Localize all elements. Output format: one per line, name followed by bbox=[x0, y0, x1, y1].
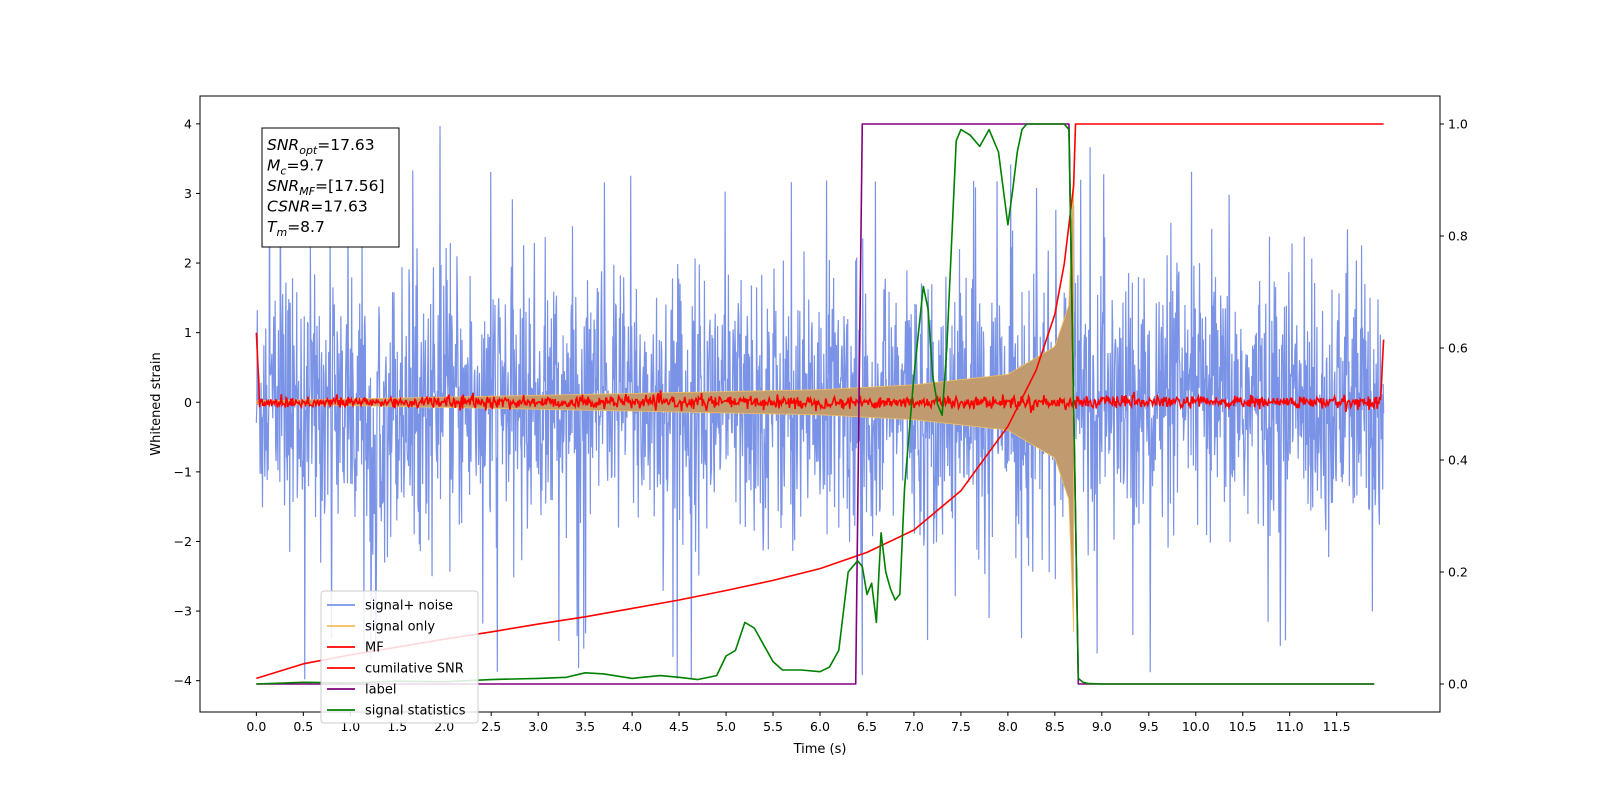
annotation-line: CSNR=17.63 bbox=[267, 198, 368, 216]
legend-label: signal only bbox=[365, 620, 435, 635]
annotation-value: =17.63 bbox=[317, 136, 374, 154]
right-y-tick-label: 0.0 bbox=[1448, 677, 1468, 692]
x-tick-label: 8.5 bbox=[1045, 719, 1065, 734]
annotation-symbol: T bbox=[267, 218, 278, 236]
y-tick-label: 1 bbox=[184, 325, 192, 340]
annotation-symbol: SNR bbox=[267, 136, 299, 154]
annotation-subscript: m bbox=[276, 226, 287, 239]
x-tick-label: 10.5 bbox=[1229, 719, 1257, 734]
signal-statistics-line bbox=[256, 123, 1375, 685]
x-tick-label: 6.5 bbox=[857, 719, 877, 734]
x-tick-label: 7.5 bbox=[951, 719, 971, 734]
mf-series bbox=[255, 332, 1385, 414]
y-tick-label: 4 bbox=[184, 116, 192, 131]
y-tick-label: −4 bbox=[174, 673, 192, 688]
y-axis-label: Whitened strain bbox=[149, 352, 164, 455]
mf-line bbox=[255, 332, 1385, 414]
y-tick-label: 3 bbox=[184, 186, 192, 201]
legend-label: cumilative SNR bbox=[365, 662, 464, 677]
annotation-value: =9.7 bbox=[286, 157, 324, 175]
x-tick-label: 2.5 bbox=[481, 719, 501, 734]
x-tick-label: 5.5 bbox=[763, 719, 783, 734]
right-y-tick-label: 1.0 bbox=[1448, 117, 1468, 132]
annotation-symbol: CSNR bbox=[267, 198, 310, 216]
x-tick-label: 0.5 bbox=[293, 719, 313, 734]
x-tick-label: 5.0 bbox=[716, 719, 736, 734]
x-tick-label: 8.0 bbox=[998, 719, 1018, 734]
annotation-value: =8.7 bbox=[287, 218, 325, 236]
x-tick-label: 9.0 bbox=[1092, 719, 1112, 734]
right-y-tick-label: 0.4 bbox=[1448, 453, 1468, 468]
annotation-frame bbox=[261, 127, 400, 248]
y-tick-label: 0 bbox=[184, 395, 192, 410]
right-y-tick-label: 0.8 bbox=[1448, 229, 1468, 244]
legend-label: signal+ noise bbox=[365, 599, 453, 614]
annotation-subscript: MF bbox=[299, 185, 315, 198]
annotation-box: SNRopt=17.63Mc=9.7SNRMF=[17.56]CSNR=17.6… bbox=[261, 127, 400, 248]
x-tick-label: 11.0 bbox=[1276, 719, 1304, 734]
legend-label: label bbox=[365, 683, 396, 698]
x-axis-label: Time (s) bbox=[793, 742, 847, 757]
x-tick-label: 4.0 bbox=[622, 719, 642, 734]
y-tick-label: −3 bbox=[174, 604, 192, 619]
right-y-tick-label: 0.2 bbox=[1448, 565, 1468, 580]
y-axis-ticks: −4 −3 −2 −1 0 1 2 3 4 bbox=[174, 116, 200, 688]
x-tick-label: 0.0 bbox=[246, 719, 266, 734]
x-tick-label: 10.0 bbox=[1182, 719, 1210, 734]
annotation-line: Tm=8.7 bbox=[267, 218, 325, 239]
x-tick-label: 6.0 bbox=[810, 719, 830, 734]
annotation-line: Mc=9.7 bbox=[267, 157, 324, 178]
annotation-line: SNRopt=17.63 bbox=[267, 136, 375, 157]
x-tick-label: 9.5 bbox=[1139, 719, 1159, 734]
x-tick-label: 3.0 bbox=[528, 719, 548, 734]
legend-label: signal statistics bbox=[365, 704, 466, 719]
x-tick-label: 3.5 bbox=[575, 719, 595, 734]
annotation-symbol: SNR bbox=[267, 177, 299, 195]
annotation-value: =17.63 bbox=[310, 198, 367, 216]
y-tick-label: −1 bbox=[174, 464, 192, 479]
y-tick-label: 2 bbox=[184, 256, 192, 271]
annotation-subscript: opt bbox=[299, 144, 318, 157]
legend: signal+ noise signal only MF cumilative SNR… bbox=[320, 590, 479, 724]
x-tick-label: 11.5 bbox=[1323, 719, 1351, 734]
x-tick-label: 7.0 bbox=[904, 719, 924, 734]
annotation-symbol: M bbox=[267, 157, 280, 175]
legend-frame bbox=[320, 590, 479, 724]
annotation-subscript: c bbox=[280, 165, 286, 178]
right-y-tick-label: 0.6 bbox=[1448, 341, 1468, 356]
right-y-axis-ticks: 0.0 0.2 0.4 0.6 0.8 1.0 bbox=[1440, 117, 1468, 692]
x-tick-label: 4.5 bbox=[669, 719, 689, 734]
legend-label: MF bbox=[365, 641, 384, 656]
annotation-value: =[17.56] bbox=[315, 177, 384, 195]
annotation-line: SNRMF=[17.56] bbox=[267, 177, 385, 198]
y-tick-label: −2 bbox=[174, 534, 192, 549]
